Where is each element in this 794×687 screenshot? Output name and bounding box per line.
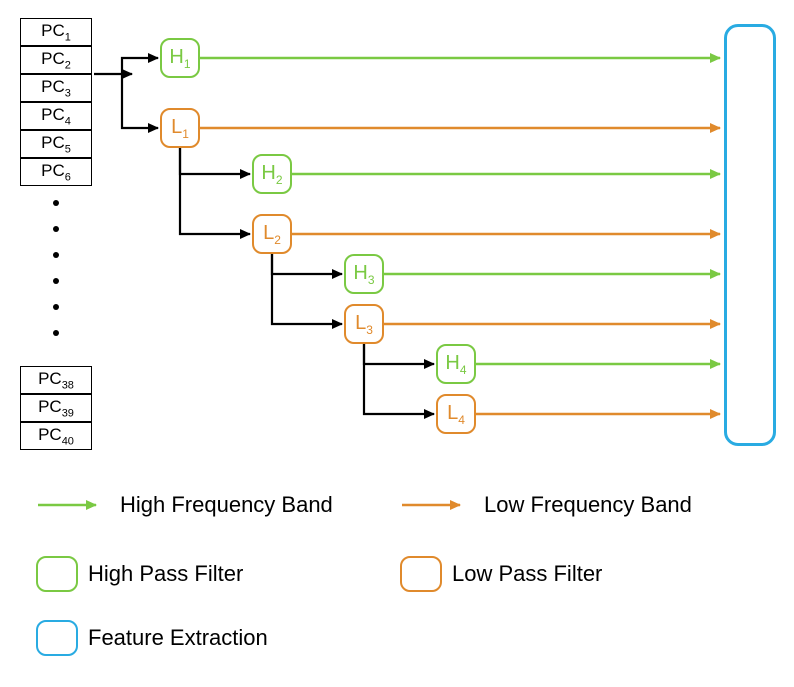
ellipsis-dot [53, 252, 59, 258]
pc-cell: PC2 [20, 46, 92, 74]
high-pass-filter-node: H4 [436, 344, 476, 384]
legend-label: Low Pass Filter [452, 561, 602, 587]
high-pass-filter-node: H2 [252, 154, 292, 194]
ellipsis-dot [53, 330, 59, 336]
low-pass-filter-node: L3 [344, 304, 384, 344]
low-pass-filter-node: L2 [252, 214, 292, 254]
pc-cell: PC5 [20, 130, 92, 158]
pc-cell: PC4 [20, 102, 92, 130]
legend-low-filter: Low Pass Filter [400, 556, 602, 592]
ellipsis-dot [53, 226, 59, 232]
low-pass-filter-node: L4 [436, 394, 476, 434]
ellipsis-dot [53, 278, 59, 284]
high-pass-filter-node: H3 [344, 254, 384, 294]
legend-high-band: High Frequency Band [36, 492, 333, 518]
ellipsis-dot [53, 200, 59, 206]
legend-swatch [400, 556, 442, 592]
legend-low-band: Low Frequency Band [400, 492, 692, 518]
ellipsis-dot [53, 304, 59, 310]
legend-label: High Pass Filter [88, 561, 243, 587]
pc-cell: PC40 [20, 422, 92, 450]
legend-high-filter: High Pass Filter [36, 556, 243, 592]
low-pass-filter-node: L1 [160, 108, 200, 148]
legend-swatch [36, 620, 78, 656]
legend-swatch [36, 556, 78, 592]
feature-extraction-box [724, 24, 776, 446]
pc-cell: PC39 [20, 394, 92, 422]
legend-label: High Frequency Band [120, 492, 333, 518]
legend-feature-extraction: Feature Extraction [36, 620, 268, 656]
pc-cell: PC38 [20, 366, 92, 394]
legend-label: Feature Extraction [88, 625, 268, 651]
high-pass-filter-node: H1 [160, 38, 200, 78]
pc-cell: PC1 [20, 18, 92, 46]
pc-cell: PC6 [20, 158, 92, 186]
pc-cell: PC3 [20, 74, 92, 102]
legend-label: Low Frequency Band [484, 492, 692, 518]
